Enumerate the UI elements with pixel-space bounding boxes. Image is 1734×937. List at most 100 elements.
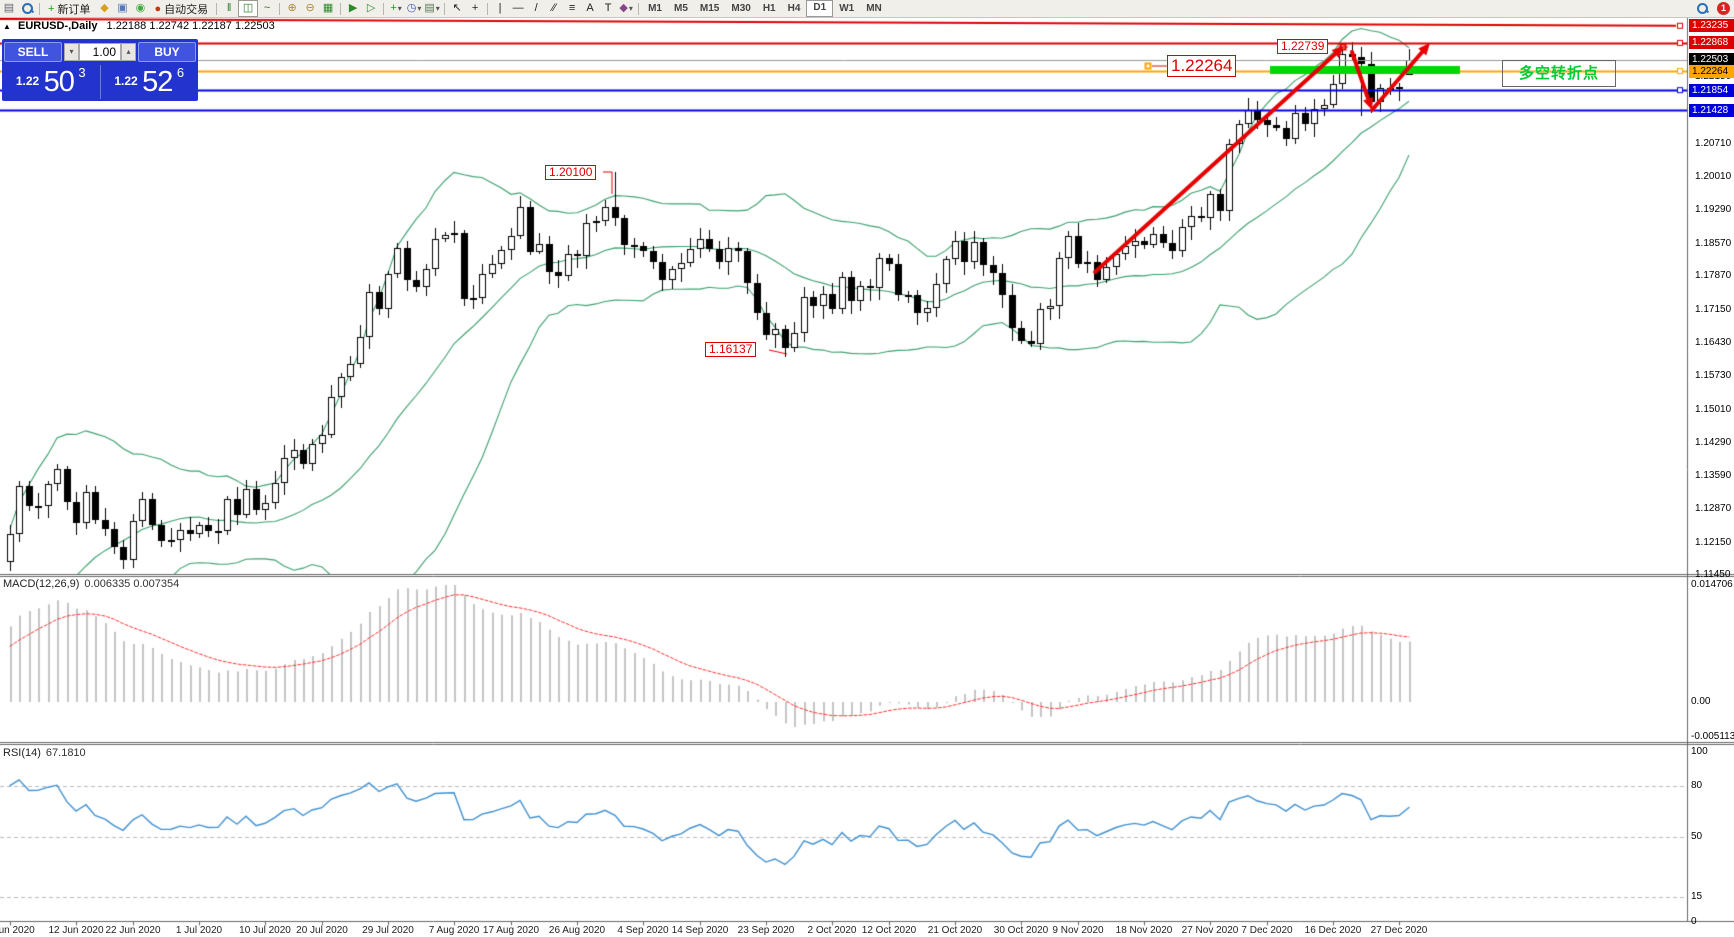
autotrade-button[interactable]: ● 自动交易 — [149, 1, 213, 16]
rsi-tick-0: 0 — [1691, 916, 1697, 927]
channel-icon[interactable]: ⁄⁄ — [552, 2, 556, 14]
date-label-107: 30 Oct 2020 — [993, 925, 1049, 936]
volume-decrease-button[interactable]: ▾ — [64, 43, 79, 61]
date-label-127: 27 Nov 2020 — [1181, 925, 1239, 936]
rsi-value: 67.1810 — [45, 747, 86, 759]
toolbar-separator — [383, 2, 385, 15]
paint-bucket-icon[interactable]: ◆ — [100, 2, 109, 14]
new-order-button[interactable]: + 新订单 — [43, 1, 95, 16]
date-label-67: 4 Sep 2020 — [617, 925, 669, 936]
zoom-in-icon[interactable]: ⊕ — [287, 2, 297, 14]
timeframe-d1[interactable]: D1 — [806, 0, 834, 17]
price-tick-1.20710: 1.20710 — [1695, 137, 1732, 149]
timeframe-m5[interactable]: M5 — [674, 3, 688, 14]
trendline-icon[interactable]: / — [534, 2, 538, 14]
tile-windows-icon[interactable]: ▦ — [322, 2, 334, 14]
date-label-100: 21 Oct 2020 — [927, 925, 983, 936]
fibonacci-icon[interactable]: ≡ — [568, 2, 576, 14]
templates-button[interactable]: ▤▾ — [424, 2, 440, 14]
buy-price[interactable]: 1.22 52 6 — [101, 63, 199, 101]
dropdown-caret: ▾ — [628, 4, 633, 13]
arrows-icon[interactable]: ◆▾ — [619, 2, 633, 14]
rsi-tick-100: 100 — [1691, 746, 1708, 757]
crosshair-icon[interactable]: + — [471, 2, 479, 14]
date-label-33: 20 Jul 2020 — [296, 925, 348, 936]
add-indicator-button[interactable]: +▾ — [390, 2, 402, 14]
price-label-116137[interactable]: 1.16137 — [705, 342, 757, 357]
volume-input[interactable]: 1.00 — [79, 43, 121, 61]
dropdown-caret: ▾ — [417, 4, 422, 13]
rsi-tick-80: 80 — [1691, 780, 1703, 791]
date-label-13: 22 Jun 2020 — [105, 925, 161, 936]
buy-button[interactable]: BUY — [138, 42, 196, 62]
rsi-tick-50: 50 — [1691, 831, 1703, 842]
price-tick-1.18570: 1.18570 — [1695, 237, 1732, 249]
date-label-20: 1 Jul 2020 — [175, 925, 223, 936]
date-label-53: 17 Aug 2020 — [482, 925, 540, 936]
signals-icon[interactable]: ◉ — [135, 2, 146, 14]
price-tick-1.17150: 1.17150 — [1695, 303, 1732, 315]
date-label-133: 7 Dec 2020 — [1241, 925, 1293, 936]
collapse-panel-icon[interactable]: ▲ — [3, 22, 11, 31]
timeframe-m30[interactable]: M30 — [731, 3, 751, 14]
tester-play-icon[interactable]: ▶ — [348, 2, 358, 14]
trade-panel-controls: SELL ▾ 1.00 ▴ BUY — [2, 39, 198, 63]
date-label-80: 23 Sep 2020 — [737, 925, 795, 936]
buy-price-prefix: 1.22 — [114, 74, 138, 88]
timeframe-m1[interactable]: M1 — [648, 3, 662, 14]
sell-price[interactable]: 1.22 50 3 — [2, 63, 100, 101]
line-chart-icon[interactable]: ~ — [263, 2, 271, 14]
macd-tick-0.014706: 0.014706 — [1691, 579, 1733, 590]
price-tick-1.17870: 1.17870 — [1695, 270, 1732, 282]
new-chart-icon[interactable]: ▤ — [3, 2, 15, 14]
date-label-87: 2 Oct 2020 — [807, 925, 857, 936]
price-label-122739[interactable]: 1.22739 — [1277, 39, 1329, 54]
price-label-120100[interactable]: 1.20100 — [545, 165, 597, 180]
timeframe-mn[interactable]: MN — [866, 3, 882, 14]
sell-button[interactable]: SELL — [4, 42, 62, 62]
sell-price-big: 50 — [43, 66, 75, 98]
price-tick-1.22503: 1.22503 — [1689, 53, 1734, 67]
new-order-button-label: 新订单 — [57, 3, 91, 16]
turning-point-note[interactable]: 多空转折点 — [1502, 60, 1616, 87]
timeframe-h4[interactable]: H4 — [787, 3, 801, 14]
candle-chart-icon[interactable]: ◫ — [238, 0, 259, 17]
symbol-name: EURUSD-,Daily — [17, 20, 98, 32]
tester-step-icon[interactable]: ▷ — [366, 2, 376, 14]
date-label-147: 27 Dec 2020 — [1370, 925, 1428, 936]
label-icon[interactable]: T — [604, 2, 612, 14]
chart-preview-icon[interactable] — [18, 1, 36, 16]
date-label-140: 16 Dec 2020 — [1304, 925, 1362, 936]
date-label-0: 3 Jun 2020 — [0, 925, 35, 936]
volume-increase-button[interactable]: ▴ — [121, 43, 136, 61]
vline-icon[interactable]: | — [498, 2, 502, 14]
periods-button[interactable]: ◷▾ — [406, 2, 422, 14]
price-tick-1.19290: 1.19290 — [1695, 204, 1732, 216]
timeframe-m15[interactable]: M15 — [699, 3, 720, 14]
price-tick-1.14290: 1.14290 — [1695, 437, 1732, 449]
terminal-icon[interactable]: ▣ — [117, 2, 128, 14]
text-icon[interactable]: A — [586, 2, 594, 14]
buy-price-sup: 6 — [176, 65, 185, 80]
timeframe-h1[interactable]: H1 — [762, 3, 776, 14]
autotrade-button-label: 自动交易 — [164, 3, 209, 16]
price-tick-1.22868: 1.22868 — [1689, 36, 1734, 50]
search-icon[interactable] — [1695, 1, 1709, 15]
macd-values: 0.006335 0.007354 — [84, 578, 180, 590]
symbol-header: ▲ EURUSD-,Daily 1.22188 1.22742 1.22187 … — [3, 20, 275, 32]
hline-icon[interactable]: — — [512, 2, 524, 14]
cursor-icon[interactable]: ↖ — [452, 2, 462, 14]
price-tick-1.15730: 1.15730 — [1695, 370, 1732, 382]
notification-badge[interactable]: 1 — [1717, 1, 1730, 15]
bar-chart-icon[interactable]: ‖ — [226, 2, 232, 14]
rsi-tick-15: 15 — [1691, 890, 1703, 902]
timeframe-w1[interactable]: W1 — [839, 3, 855, 14]
sell-price-sup: 3 — [78, 65, 86, 80]
zoom-out-icon[interactable]: ⊖ — [305, 2, 315, 14]
date-label-27: 10 Jul 2020 — [239, 925, 291, 936]
macd-title: MACD(12,26,9) — [3, 578, 80, 590]
volume-control: ▾ 1.00 ▴ — [64, 43, 136, 61]
price-tick-1.12870: 1.12870 — [1695, 503, 1732, 515]
price-label-122264[interactable]: 1.22264 — [1167, 55, 1237, 77]
